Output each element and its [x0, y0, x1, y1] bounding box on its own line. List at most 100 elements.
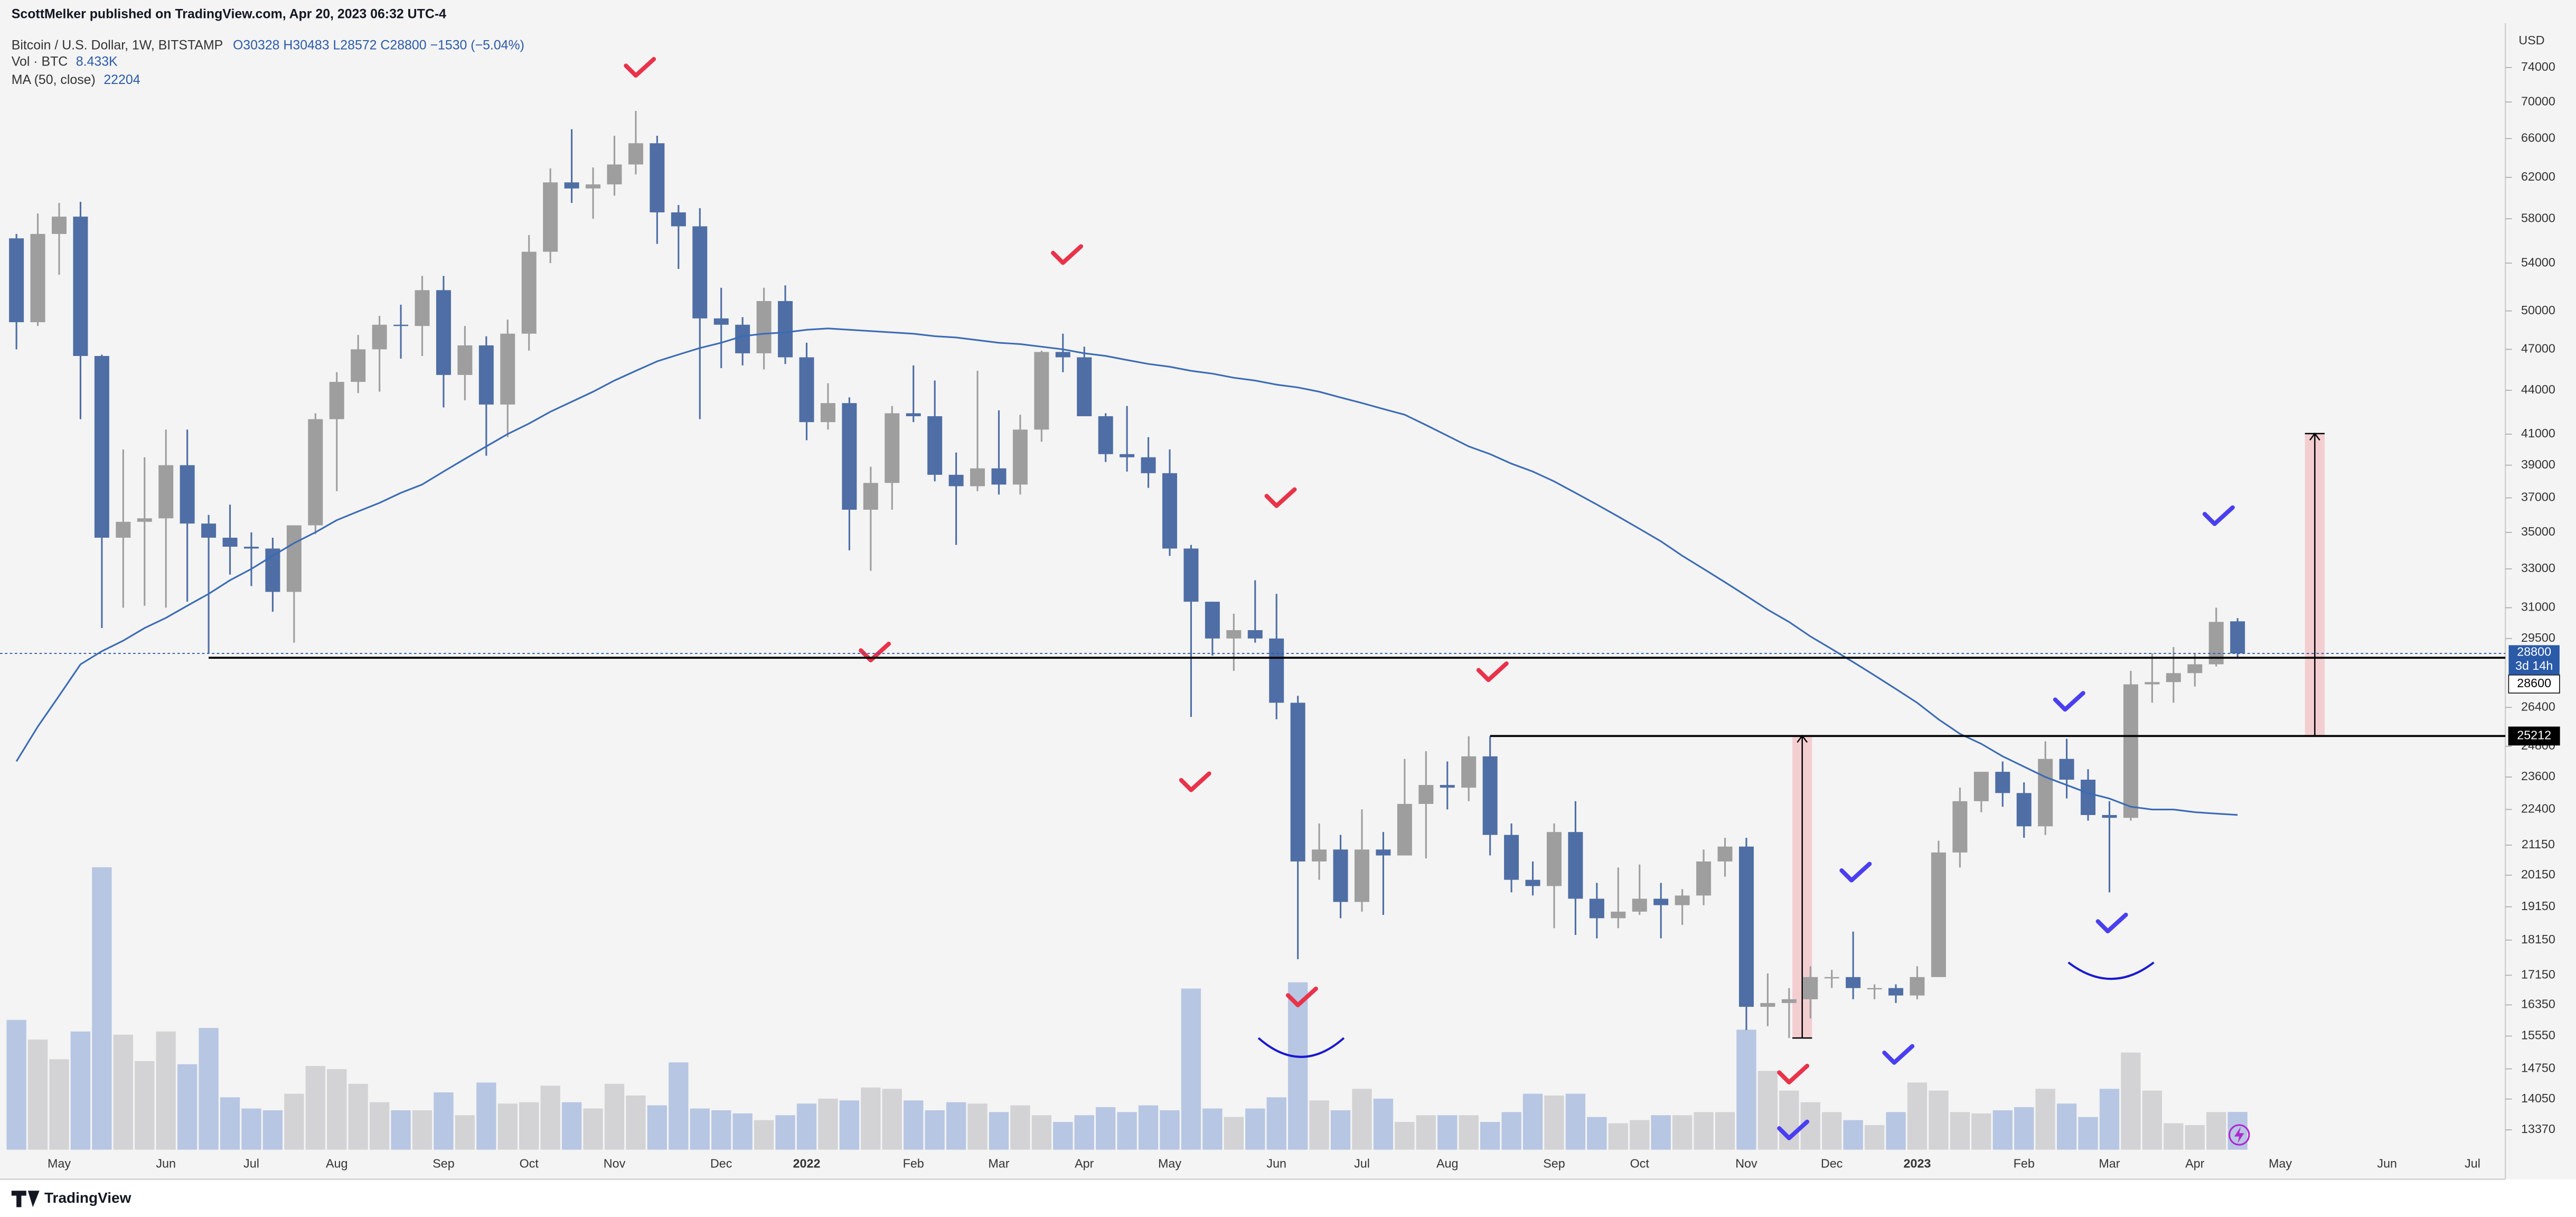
- candle-body: [180, 465, 195, 524]
- candle-body: [1290, 703, 1305, 862]
- candle-body: [2187, 664, 2203, 673]
- volume-bar: [669, 1062, 689, 1150]
- candle-body: [1482, 756, 1498, 835]
- check-mark: [1777, 1119, 1810, 1140]
- volume-bar: [1608, 1123, 1628, 1150]
- volume-bar: [6, 1019, 26, 1150]
- x-tick-label: Feb: [903, 1157, 924, 1171]
- candle-body: [906, 413, 921, 416]
- volume-bar: [647, 1105, 667, 1150]
- candle-body: [970, 468, 985, 486]
- annotation-layer: [624, 57, 2325, 1146]
- volume-bar: [92, 867, 112, 1150]
- candle-body: [2059, 759, 2074, 780]
- volume-bar: [1395, 1121, 1415, 1150]
- candle-body: [1055, 352, 1070, 358]
- y-tick-label: 74000: [2521, 60, 2555, 73]
- level-label-box: [2508, 726, 2560, 746]
- candle-body: [1120, 454, 1135, 457]
- publisher: ScottMelker published on TradingView.com…: [12, 7, 446, 22]
- volume-bar: [1288, 982, 1308, 1150]
- y-tick-label: 39000: [2521, 457, 2555, 471]
- candle-body: [1354, 849, 1369, 902]
- candle-body: [1910, 977, 1925, 996]
- candle-body: [1973, 772, 1989, 801]
- x-tick-label: Nov: [604, 1157, 626, 1171]
- volume-bar: [305, 1066, 325, 1150]
- candle-body: [436, 290, 451, 375]
- volume-bar: [967, 1103, 988, 1150]
- volume-bar: [1544, 1096, 1564, 1150]
- x-tick-label: Apr: [1075, 1157, 1094, 1171]
- level-label: 25212: [2517, 728, 2551, 742]
- y-tick-label: 47000: [2521, 342, 2555, 355]
- volume-bar: [732, 1113, 753, 1150]
- candle-body: [1461, 756, 1477, 788]
- volume-bar: [1864, 1125, 1885, 1150]
- check-mark: [1285, 986, 1318, 1007]
- candle-body: [586, 184, 601, 189]
- y-tick-label: 58000: [2521, 211, 2555, 224]
- x-tick-label: Nov: [1735, 1157, 1757, 1171]
- last-price-box: [2508, 645, 2560, 675]
- candle-body: [500, 333, 515, 405]
- alert-icon: [2229, 1124, 2250, 1146]
- candle-body: [1098, 416, 1113, 454]
- volume-bar: [412, 1110, 433, 1150]
- y-tick-label: 50000: [2521, 303, 2555, 317]
- volume-bar: [626, 1096, 646, 1150]
- x-tick-label: Oct: [520, 1157, 539, 1171]
- volume-bar: [177, 1064, 198, 1150]
- candle-body: [1418, 785, 1434, 804]
- candle-body: [94, 355, 109, 538]
- volume-bar: [2206, 1112, 2226, 1150]
- volume-bar: [2014, 1107, 2034, 1150]
- volume-bar: [2164, 1123, 2184, 1150]
- y-tick-label: 15550: [2521, 1028, 2555, 1042]
- last-price-countdown: 3d 14h: [2515, 659, 2553, 672]
- volume-bar: [434, 1092, 454, 1150]
- candle-body: [1611, 911, 1626, 919]
- candle-body: [478, 345, 494, 405]
- volume-bar: [861, 1087, 881, 1150]
- volume-bar: [925, 1110, 945, 1150]
- candle-body: [1333, 849, 1348, 902]
- y-tick-label: 13370: [2521, 1122, 2555, 1136]
- price-layer: [0, 111, 2506, 1038]
- candle-body: [1952, 801, 1968, 853]
- volume-bar: [561, 1102, 582, 1150]
- x-tick-label: Aug: [1436, 1157, 1458, 1171]
- candle-body: [1440, 785, 1455, 788]
- check-mark: [1051, 244, 1084, 265]
- y-tick-label: 23600: [2521, 769, 2555, 783]
- candle-body: [1162, 473, 1178, 549]
- volume-bar: [1480, 1121, 1500, 1150]
- y-tick-label: 22400: [2521, 802, 2555, 816]
- candle-body: [1888, 988, 1904, 996]
- ma-legend-value: 22204: [104, 72, 140, 87]
- axis-layer: 74000 70000 66000 62000 58000 54000 50000 47000…: [48, 60, 2560, 1171]
- candle-body: [158, 465, 174, 519]
- candle-body: [650, 143, 665, 213]
- volume-bar: [690, 1108, 710, 1150]
- candle-body: [393, 324, 409, 326]
- volume-bar: [1096, 1107, 1116, 1150]
- volume-layer: [6, 867, 2248, 1150]
- x-tick-label: May: [2269, 1157, 2292, 1171]
- volume-bar: [2078, 1117, 2098, 1150]
- ma-legend: MA (50, close): [12, 72, 96, 87]
- chart-subtitle: O30328 H30483 L28572 C28800 −1530 (−5.04…: [233, 38, 524, 53]
- level-label: 28600: [2517, 676, 2551, 690]
- y-tick-label: 37000: [2521, 490, 2555, 504]
- candle-body: [329, 381, 344, 419]
- candle-body: [415, 290, 430, 326]
- candle-body: [457, 345, 473, 375]
- candle-body: [286, 525, 302, 592]
- check-mark: [1839, 862, 1872, 883]
- candle-body: [2123, 684, 2138, 818]
- volume-bar: [241, 1108, 261, 1150]
- check-mark: [624, 57, 656, 78]
- volume-bar: [1352, 1089, 1372, 1150]
- chart-title: Bitcoin / U.S. Dollar, 1W, BITSTAMP: [12, 38, 223, 53]
- x-tick-label: Apr: [2185, 1157, 2205, 1171]
